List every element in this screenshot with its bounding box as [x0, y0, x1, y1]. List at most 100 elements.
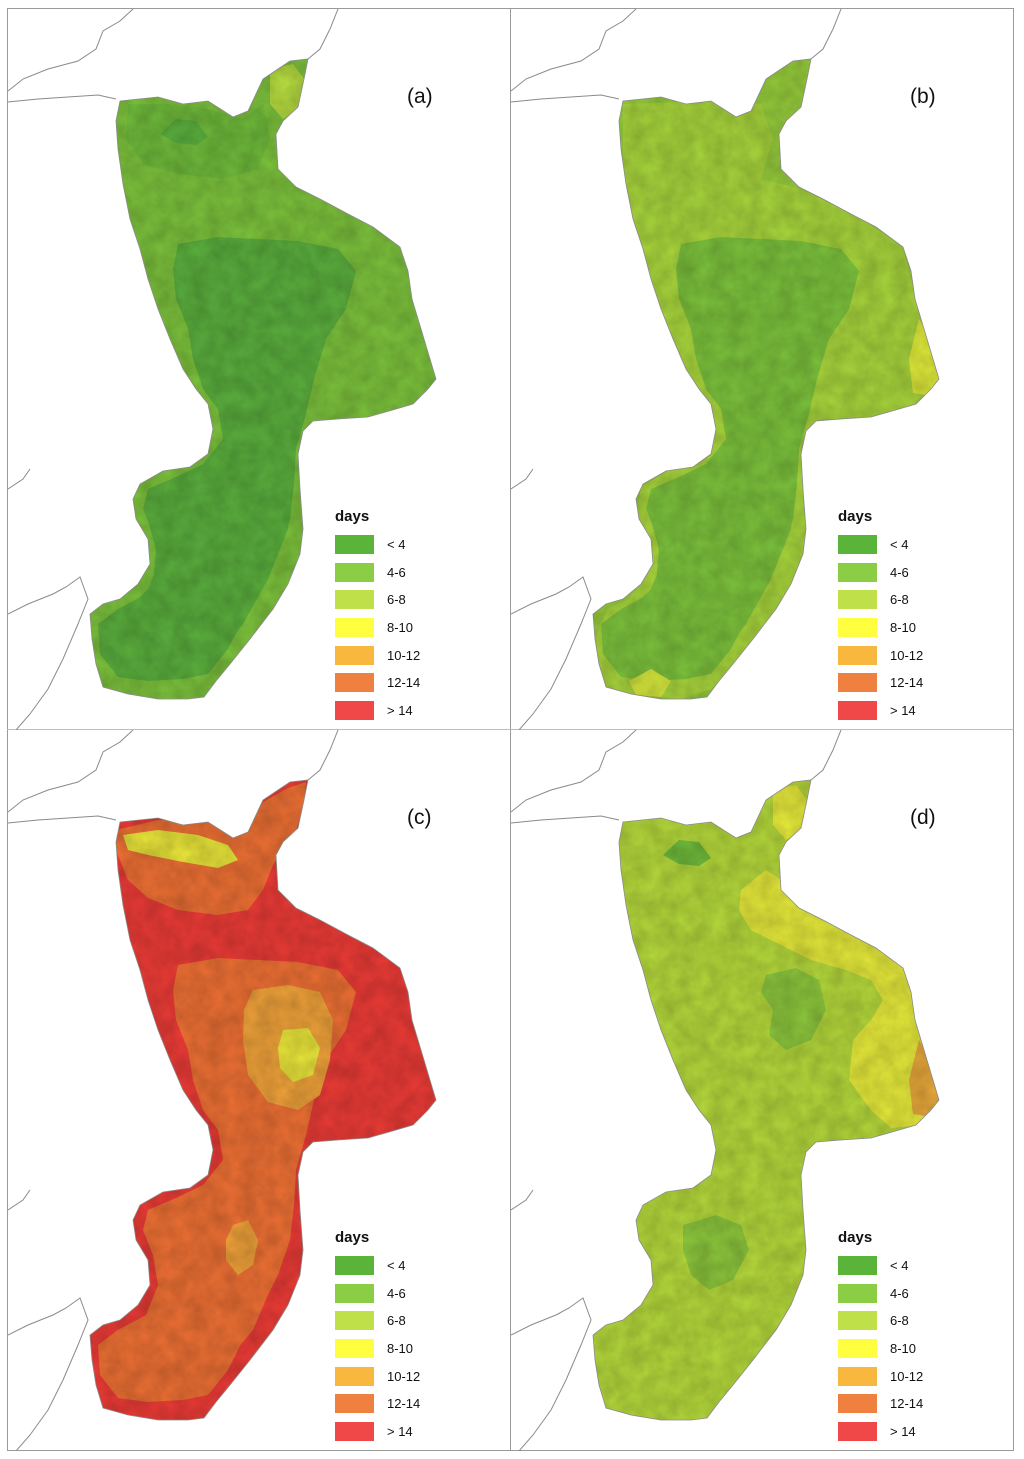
legend-label: < 4 — [890, 1258, 909, 1274]
legend-swatch — [335, 673, 374, 693]
legend-item: 8-10 — [335, 1335, 420, 1363]
coastline — [307, 9, 339, 60]
coastline — [511, 815, 620, 824]
map-panel-d: (d) days < 4 4-6 6-8 8-10 10-12 12-14 > 14 — [511, 730, 1014, 1451]
coastline — [511, 730, 637, 813]
legend-label: 4-6 — [387, 1285, 406, 1301]
coastline — [511, 94, 620, 103]
legend-swatch — [838, 1421, 877, 1441]
legend-label: 10-12 — [387, 647, 421, 663]
relief-shading — [593, 780, 939, 1420]
legend-item: 4-6 — [838, 559, 923, 587]
legend-label: 12-14 — [387, 1396, 421, 1412]
legend-item: > 14 — [335, 697, 420, 725]
coastline — [8, 9, 134, 92]
legend-swatch — [838, 645, 877, 665]
legend-swatch — [838, 700, 877, 720]
legend-label: 12-14 — [890, 675, 924, 691]
region-outline — [89, 58, 437, 700]
legend-swatch — [838, 618, 877, 638]
coastline — [511, 9, 637, 92]
legend-label: > 14 — [387, 702, 413, 718]
legend-item: > 14 — [838, 1418, 923, 1446]
legend-swatch — [335, 1366, 374, 1386]
legend-label: < 4 — [387, 537, 406, 553]
legend-item: > 14 — [335, 1418, 420, 1446]
legend: days < 4 4-6 6-8 8-10 10-12 12-14 > 14 — [335, 1229, 420, 1445]
legend-label: < 4 — [387, 1258, 406, 1274]
relief-shading — [90, 59, 436, 699]
map-svg — [511, 9, 940, 730]
legend-swatch — [838, 1256, 877, 1276]
legend-swatch — [335, 700, 374, 720]
coastline — [8, 576, 89, 730]
coastline — [511, 468, 534, 490]
legend-item: 8-10 — [838, 1335, 923, 1363]
legend-swatch — [838, 535, 877, 555]
panel-label: (a) — [407, 85, 433, 108]
legend-item: 6-8 — [838, 586, 923, 614]
legend-item: 6-8 — [335, 586, 420, 614]
coastline — [511, 1297, 592, 1451]
legend-item: 8-10 — [838, 614, 923, 642]
map-panel-b: (b) days < 4 4-6 6-8 8-10 10-12 12-14 > 14 — [511, 9, 1014, 730]
legend-label: > 14 — [387, 1423, 413, 1439]
coastline — [8, 730, 134, 813]
region-outline — [592, 779, 940, 1421]
coastline — [511, 576, 592, 730]
legend-swatch — [335, 562, 374, 582]
legend-item: 12-14 — [335, 669, 420, 697]
legend-item: > 14 — [838, 697, 923, 725]
legend-label: 6-8 — [890, 592, 909, 608]
legend-swatch — [335, 1311, 374, 1331]
legend-item: 4-6 — [335, 1280, 420, 1308]
legend-label: 10-12 — [387, 1368, 421, 1384]
legend-item: 10-12 — [838, 1362, 923, 1390]
legend-label: 8-10 — [890, 620, 917, 636]
legend-item: < 4 — [335, 1252, 420, 1280]
map-svg — [511, 730, 940, 1451]
panel-label: (d) — [910, 806, 936, 829]
legend-label: 8-10 — [387, 1341, 414, 1357]
legend-label: 6-8 — [890, 1313, 909, 1329]
legend-title: days — [838, 1229, 873, 1246]
coastline — [8, 1297, 89, 1451]
legend-label: 12-14 — [890, 1396, 924, 1412]
legend-label: 6-8 — [387, 1313, 406, 1329]
panel-label: (c) — [407, 806, 432, 829]
legend: days < 4 4-6 6-8 8-10 10-12 12-14 > 14 — [838, 508, 923, 724]
map-panel-c: (c) days < 4 4-6 6-8 8-10 10-12 12-14 > 14 — [8, 730, 511, 1451]
legend: days < 4 4-6 6-8 8-10 10-12 12-14 > 14 — [838, 1229, 923, 1445]
relief-shading — [90, 780, 436, 1420]
legend-label: 8-10 — [890, 1341, 917, 1357]
legend-item: 8-10 — [335, 614, 420, 642]
legend-swatch — [335, 590, 374, 610]
legend-swatch — [335, 645, 374, 665]
legend-swatch — [838, 1394, 877, 1414]
horizontal-divider — [7, 729, 1014, 730]
legend-swatch — [838, 562, 877, 582]
region-outline — [89, 779, 437, 1421]
legend-swatch — [335, 535, 374, 555]
coastline — [511, 1189, 534, 1211]
legend-item: 12-14 — [838, 1390, 923, 1418]
legend-label: > 14 — [890, 702, 916, 718]
legend-swatch — [335, 1256, 374, 1276]
legend-item: 12-14 — [335, 1390, 420, 1418]
legend-item: 12-14 — [838, 669, 923, 697]
coastline — [307, 730, 339, 781]
legend-label: 10-12 — [890, 1368, 924, 1384]
legend-label: 4-6 — [890, 564, 909, 580]
legend-label: 6-8 — [387, 592, 406, 608]
legend-item: < 4 — [838, 531, 923, 559]
legend-label: 4-6 — [890, 1285, 909, 1301]
legend-item: 4-6 — [838, 1280, 923, 1308]
legend-swatch — [335, 1421, 374, 1441]
legend-item: 4-6 — [335, 559, 420, 587]
coastline — [8, 468, 31, 490]
legend-item: 10-12 — [838, 641, 923, 669]
legend-item: 6-8 — [838, 1307, 923, 1335]
coastline — [8, 815, 117, 824]
coastline — [810, 9, 842, 60]
legend-title: days — [335, 508, 370, 525]
